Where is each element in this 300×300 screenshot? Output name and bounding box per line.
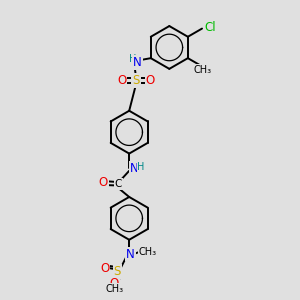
Text: O: O	[98, 176, 108, 189]
Text: N: N	[126, 248, 135, 260]
Text: C: C	[115, 179, 122, 189]
Text: O: O	[100, 262, 110, 275]
Text: CH₃: CH₃	[194, 65, 211, 75]
Text: O: O	[117, 74, 126, 87]
Text: N: N	[130, 162, 139, 175]
Text: O: O	[110, 277, 119, 290]
Text: H: H	[129, 54, 136, 64]
Text: Cl: Cl	[205, 21, 216, 34]
Text: H: H	[137, 162, 145, 172]
Text: S: S	[132, 74, 140, 87]
Text: CH₃: CH₃	[139, 247, 157, 256]
Text: S: S	[114, 265, 121, 278]
Text: N: N	[133, 56, 142, 69]
Text: CH₃: CH₃	[105, 284, 123, 293]
Text: O: O	[146, 74, 155, 87]
